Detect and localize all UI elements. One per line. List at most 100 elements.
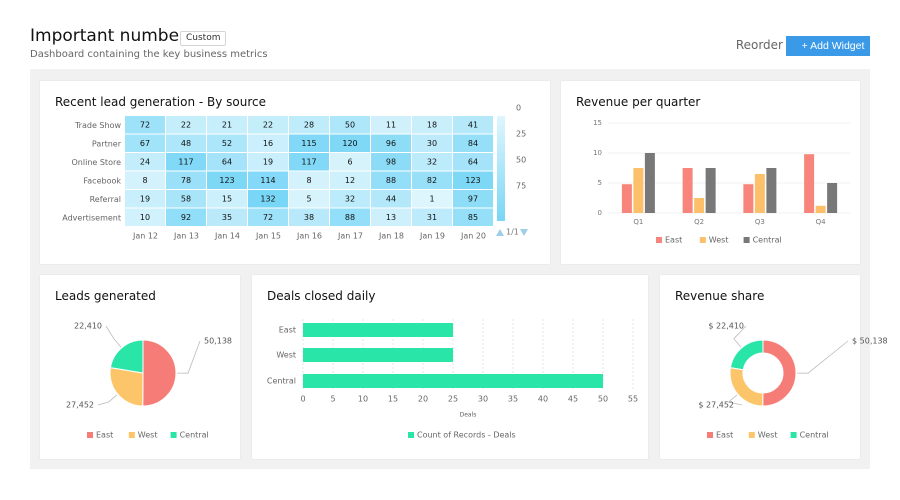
heatmap-cell[interactable]	[248, 208, 288, 227]
heatmap-cell[interactable]	[125, 116, 165, 134]
heatmap-cell[interactable]	[371, 171, 411, 190]
heatmap-cell[interactable]	[412, 116, 452, 134]
heatmap-cell[interactable]	[125, 153, 165, 171]
heatmap-cell[interactable]	[453, 153, 493, 171]
heatmap-cell[interactable]	[125, 208, 165, 227]
heatmap-cell[interactable]	[207, 190, 247, 208]
pie-slice[interactable]	[729, 367, 764, 407]
pie-data-label: $ 22,410	[708, 322, 744, 331]
heatmap-cell[interactable]	[453, 171, 493, 190]
heatmap-cell[interactable]	[166, 153, 206, 171]
reorder-button[interactable]: Reorder	[735, 38, 783, 52]
heatmap-cell[interactable]	[371, 116, 411, 134]
bar[interactable]	[754, 174, 765, 213]
heatmap-cell-value: 120	[342, 139, 357, 148]
heatmap-cell-value: 82	[427, 176, 437, 185]
pager-down-icon[interactable]	[520, 229, 528, 236]
pie-slice[interactable]	[729, 339, 764, 371]
heatmap-cell[interactable]	[125, 171, 165, 190]
heatmap-cell[interactable]	[166, 134, 206, 153]
heatmap-cell-value: 13	[386, 213, 396, 222]
heatmap-cell[interactable]	[125, 134, 165, 153]
heatmap-cell[interactable]	[453, 190, 493, 208]
bar[interactable]	[827, 183, 838, 213]
add-widget-button[interactable]: + Add Widget	[786, 36, 870, 56]
heatmap-cell[interactable]	[453, 134, 493, 153]
heatmap-cell[interactable]	[166, 208, 206, 227]
heatmap-cell[interactable]	[330, 208, 370, 227]
heatmap-cell[interactable]	[289, 171, 329, 190]
heatmap-cell[interactable]	[207, 116, 247, 134]
heatmap-cell[interactable]	[248, 153, 288, 171]
heatmap-cell[interactable]	[330, 116, 370, 134]
pie-slice[interactable]	[109, 367, 144, 407]
heatmap-cell[interactable]	[207, 171, 247, 190]
bar[interactable]	[621, 184, 632, 213]
heatmap-cell[interactable]	[166, 171, 206, 190]
heatmap-cell[interactable]	[248, 171, 288, 190]
heatmap-cell[interactable]	[330, 153, 370, 171]
heatmap-cell[interactable]	[289, 134, 329, 153]
heatmap-cell-value: 28	[304, 120, 314, 129]
pie-slice[interactable]	[142, 339, 177, 407]
bar[interactable]	[815, 205, 826, 213]
heatmap-row-label: Facebook	[83, 176, 121, 185]
bar[interactable]	[303, 348, 453, 362]
heatmap-legend-tick: 25	[516, 130, 526, 139]
heatmap-cell[interactable]	[412, 208, 452, 227]
bar[interactable]	[705, 168, 716, 213]
heatmap-cell[interactable]	[412, 190, 452, 208]
heatmap-cell-value: 12	[345, 176, 355, 185]
heatmap-cell-value: 32	[427, 157, 437, 166]
pie-slice[interactable]	[762, 339, 797, 407]
heatmap-cell[interactable]	[207, 134, 247, 153]
heatmap-cell-value: 8	[142, 176, 147, 185]
revenue-quarter-widget[interactable]: Revenue per quarter 0 5 10 15 Q1 Q2 Q3 Q4 East We…	[561, 81, 860, 264]
heatmap-cell[interactable]	[412, 134, 452, 153]
bar[interactable]	[303, 374, 603, 388]
heatmap-cell[interactable]	[166, 190, 206, 208]
heatmap-cell[interactable]	[125, 190, 165, 208]
heatmap-cell[interactable]	[207, 153, 247, 171]
heatmap-cell[interactable]	[289, 190, 329, 208]
heatmap-cell[interactable]	[412, 171, 452, 190]
heatmap-cell[interactable]	[248, 134, 288, 153]
bar[interactable]	[804, 154, 815, 213]
leads-generated-widget[interactable]: Leads generated 50,138 27,452 22,410 East We…	[40, 275, 240, 459]
deals-closed-widget[interactable]: Deals closed daily 0 5 10 15 20 25 30 35 40 45 50 5…	[252, 275, 648, 459]
bar[interactable]	[644, 153, 655, 213]
heatmap-cell[interactable]	[371, 190, 411, 208]
heatmap-cell[interactable]	[289, 116, 329, 134]
heatmap-cell[interactable]	[330, 190, 370, 208]
heatmap-cell-value: 48	[181, 139, 191, 148]
pager-up-icon[interactable]	[496, 229, 504, 236]
heatmap-cell[interactable]	[371, 208, 411, 227]
bar[interactable]	[303, 323, 453, 337]
heatmap-cell[interactable]	[330, 171, 370, 190]
pie-leader-line	[105, 325, 122, 348]
bar[interactable]	[694, 198, 705, 213]
heatmap-cell[interactable]	[371, 153, 411, 171]
heatmap-cell[interactable]	[166, 116, 206, 134]
lead-heatmap-widget[interactable]: Recent lead generation - By source Trade…	[40, 81, 550, 264]
heatmap-cell[interactable]	[453, 116, 493, 134]
heatmap-cell[interactable]	[289, 208, 329, 227]
bar[interactable]	[743, 184, 754, 213]
heatmap-cell[interactable]	[330, 134, 370, 153]
heatmap-column-label: Jan 16	[296, 232, 322, 241]
heatmap-row-label: Online Store	[72, 158, 122, 167]
heatmap-cell[interactable]	[453, 208, 493, 227]
heatmap-cell[interactable]	[207, 208, 247, 227]
heatmap-cell-value: 88	[386, 176, 396, 185]
revenue-share-widget[interactable]: Revenue share $ 50,138 $ 27,452 $ 22,410 Ea…	[660, 275, 888, 459]
heatmap-cell[interactable]	[289, 153, 329, 171]
heatmap-cell[interactable]	[412, 153, 452, 171]
heatmap-cell[interactable]	[248, 190, 288, 208]
heatmap-cell-value: 11	[386, 120, 396, 129]
bar[interactable]	[633, 168, 644, 213]
pie-slice[interactable]	[109, 339, 144, 374]
heatmap-cell[interactable]	[248, 116, 288, 134]
bar[interactable]	[766, 168, 777, 213]
bar[interactable]	[682, 168, 693, 213]
heatmap-cell[interactable]	[371, 134, 411, 153]
